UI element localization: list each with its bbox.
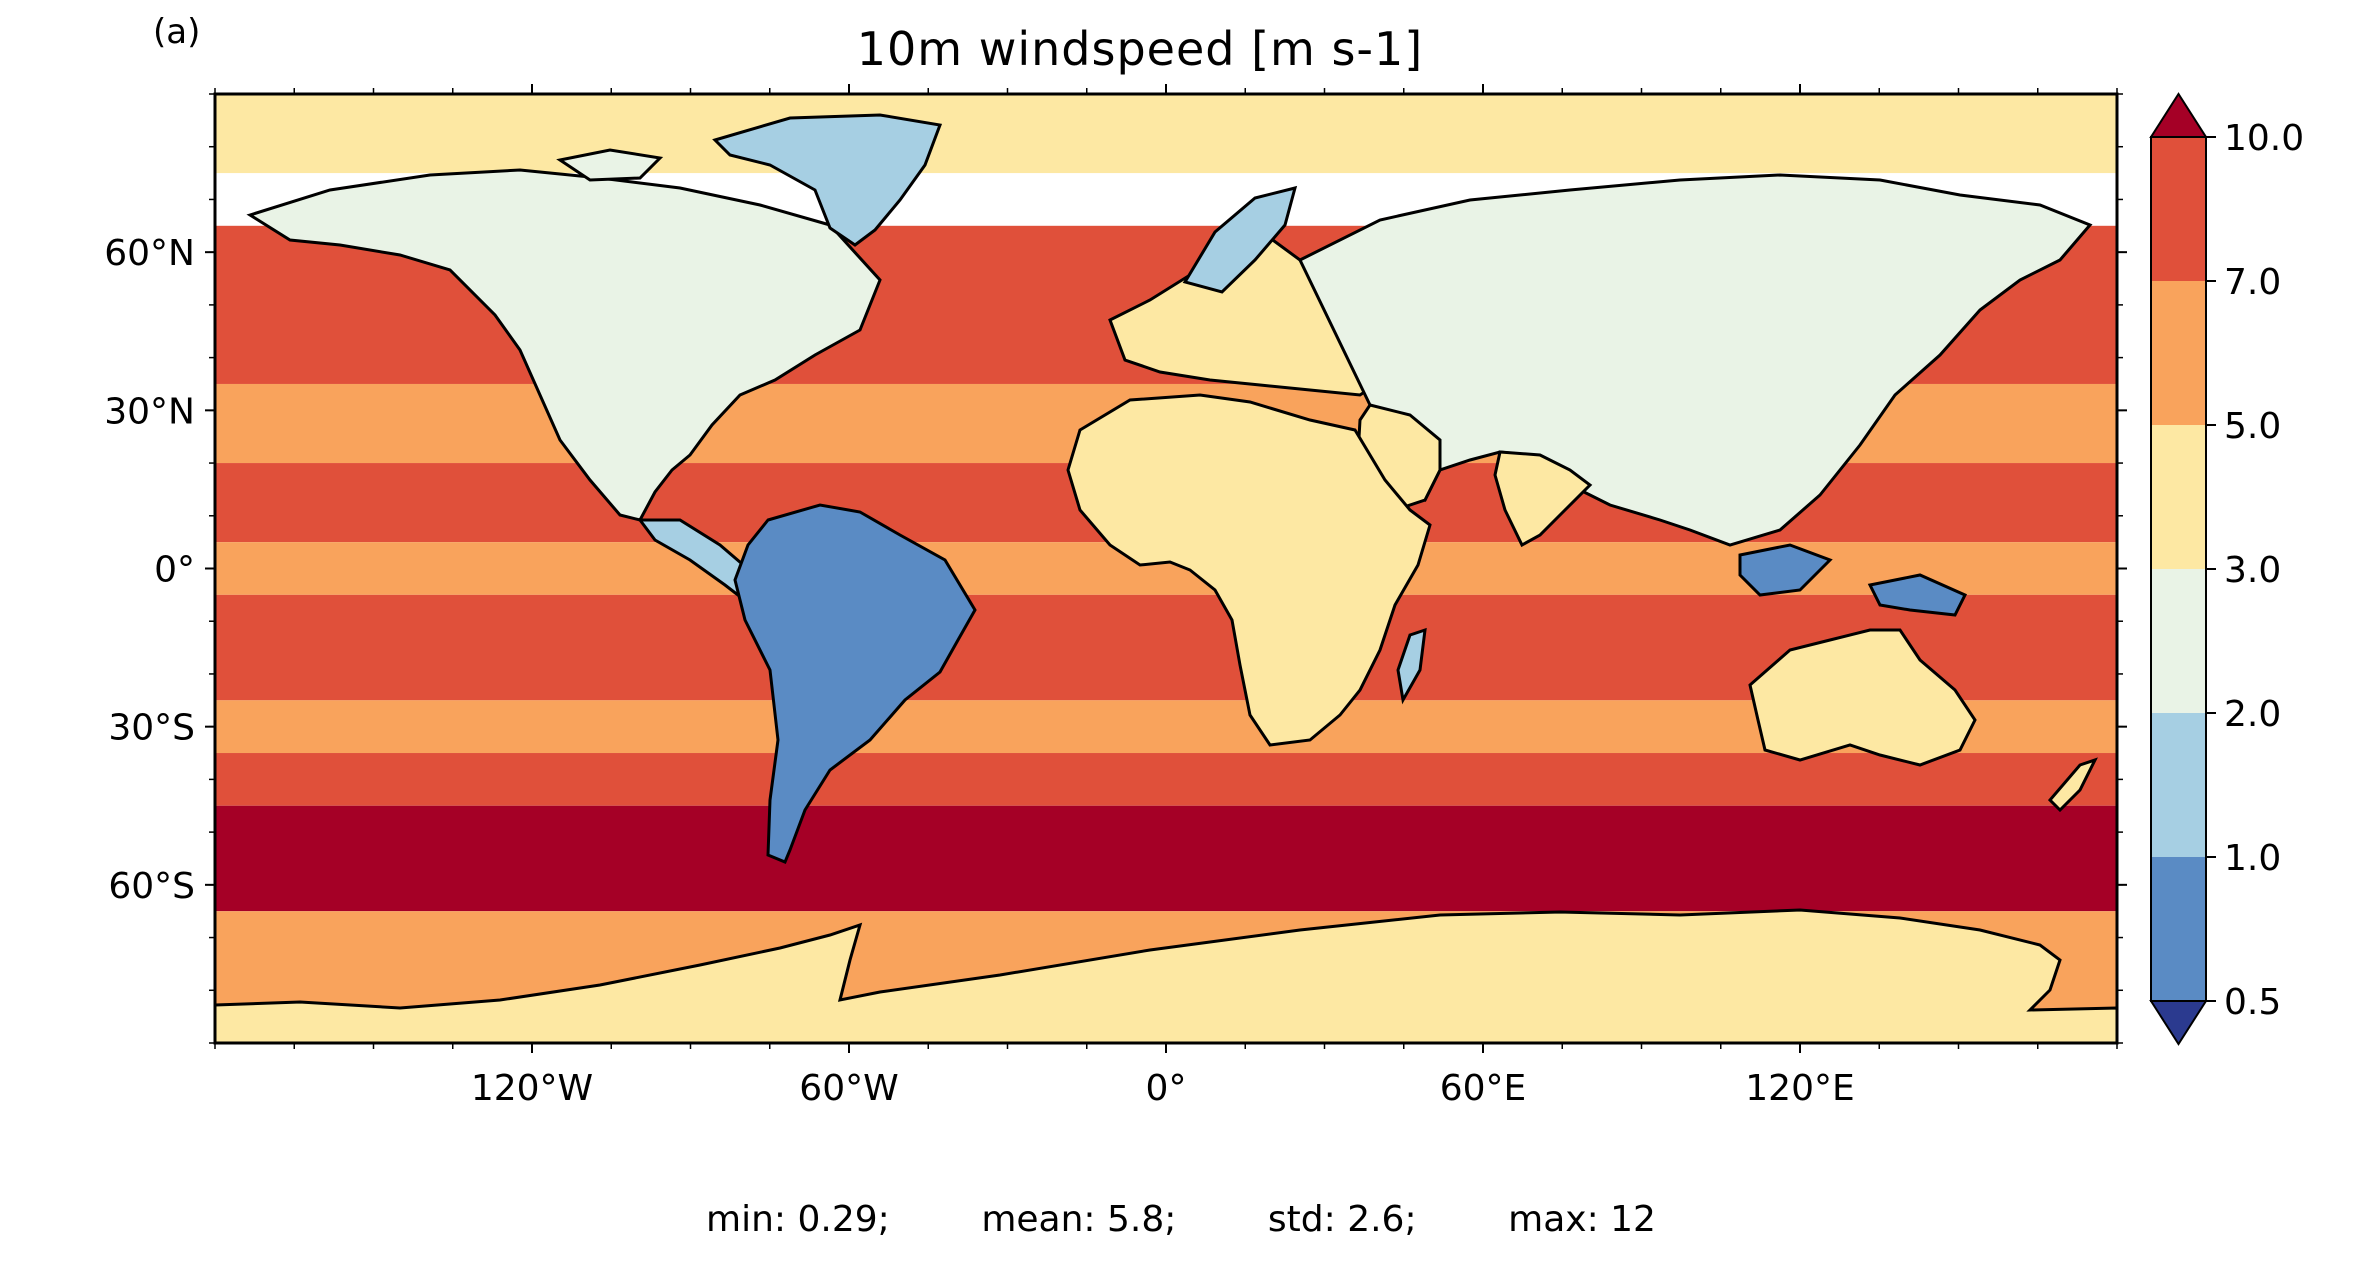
stat-min: min: 0.29; xyxy=(706,1199,890,1240)
colorbar-tick-label: 1.0 xyxy=(2224,838,2281,879)
lat-tick-label: 60°S xyxy=(108,866,195,907)
colorbar-segment xyxy=(2151,425,2206,569)
colorbar-tick-label: 3.0 xyxy=(2224,550,2281,591)
stat-std: std: 2.6; xyxy=(1267,1199,1417,1240)
lon-tick-label: 60°W xyxy=(799,1068,898,1109)
colorbar-tick-label: 5.0 xyxy=(2224,406,2281,447)
land-arctic-islands xyxy=(556,148,664,182)
land-new-zealand xyxy=(2047,757,2098,813)
stats-line: min: 0.29; mean: 5.8; std: 2.6; max: 12 xyxy=(0,1199,2362,1240)
ocean-band-7 xyxy=(215,753,2117,806)
land-greenland xyxy=(712,113,943,247)
land-india xyxy=(1493,450,1593,548)
colorbar-segment xyxy=(2151,137,2206,281)
panel-label: (a) xyxy=(153,12,201,52)
ocean-band-0 xyxy=(215,94,2117,174)
stat-mean: mean: 5.8; xyxy=(981,1199,1177,1240)
land-south-america xyxy=(733,503,977,864)
land-north-america xyxy=(246,168,882,522)
colorbar-segment xyxy=(2151,713,2206,857)
land-antarctica xyxy=(215,908,2117,1043)
lon-tick-label: 0° xyxy=(1146,1068,1187,1109)
map-title: 10m windspeed [m s-1] xyxy=(856,22,1424,76)
lat-tick-label: 30°S xyxy=(108,708,195,749)
colorbar-tick-label: 7.0 xyxy=(2224,262,2281,303)
land-africa xyxy=(1066,393,1432,747)
lon-tick-label: 120°W xyxy=(471,1068,593,1109)
land-asia xyxy=(1298,173,2093,547)
colorbar: 0.5 1.0 2.0 3.0 5.0 7.0 10.0 xyxy=(2149,92,2304,1046)
colorbar-tick-label: 10.0 xyxy=(2224,118,2304,159)
lon-tick-label: 120°E xyxy=(1745,1068,1854,1109)
continents xyxy=(215,113,2117,1043)
lat-tick-label: 0° xyxy=(154,550,195,591)
land-madagascar xyxy=(1396,627,1427,705)
lat-tick-label: 60°N xyxy=(104,233,195,274)
lon-tick-label: 60°E xyxy=(1440,1068,1527,1109)
ocean-band-8 xyxy=(215,805,2117,912)
colorbar-under-arrow xyxy=(2149,1000,2208,1046)
land-new-guinea xyxy=(1867,573,1968,617)
land-maritime-continent xyxy=(1738,543,1833,597)
map-ticks: 60°N 30°N 0° 30°S 60°S 120°W 60°W 0° 60°E 120°E xyxy=(104,84,2127,1109)
colorbar-tick-label: 0.5 xyxy=(2224,982,2281,1023)
colorbar-segment xyxy=(2151,281,2206,425)
colorbar-segment xyxy=(2151,857,2206,1001)
land-australia xyxy=(1748,628,1977,767)
colorbar-over-arrow xyxy=(2149,92,2208,138)
colorbar-tick-label: 2.0 xyxy=(2224,694,2281,735)
land-scandinavia xyxy=(1182,185,1298,294)
lat-tick-label: 30°N xyxy=(104,391,195,432)
wind-speed-map xyxy=(215,94,2117,1043)
colorbar-segment xyxy=(2151,569,2206,713)
stat-max: max: 12 xyxy=(1508,1199,1656,1240)
